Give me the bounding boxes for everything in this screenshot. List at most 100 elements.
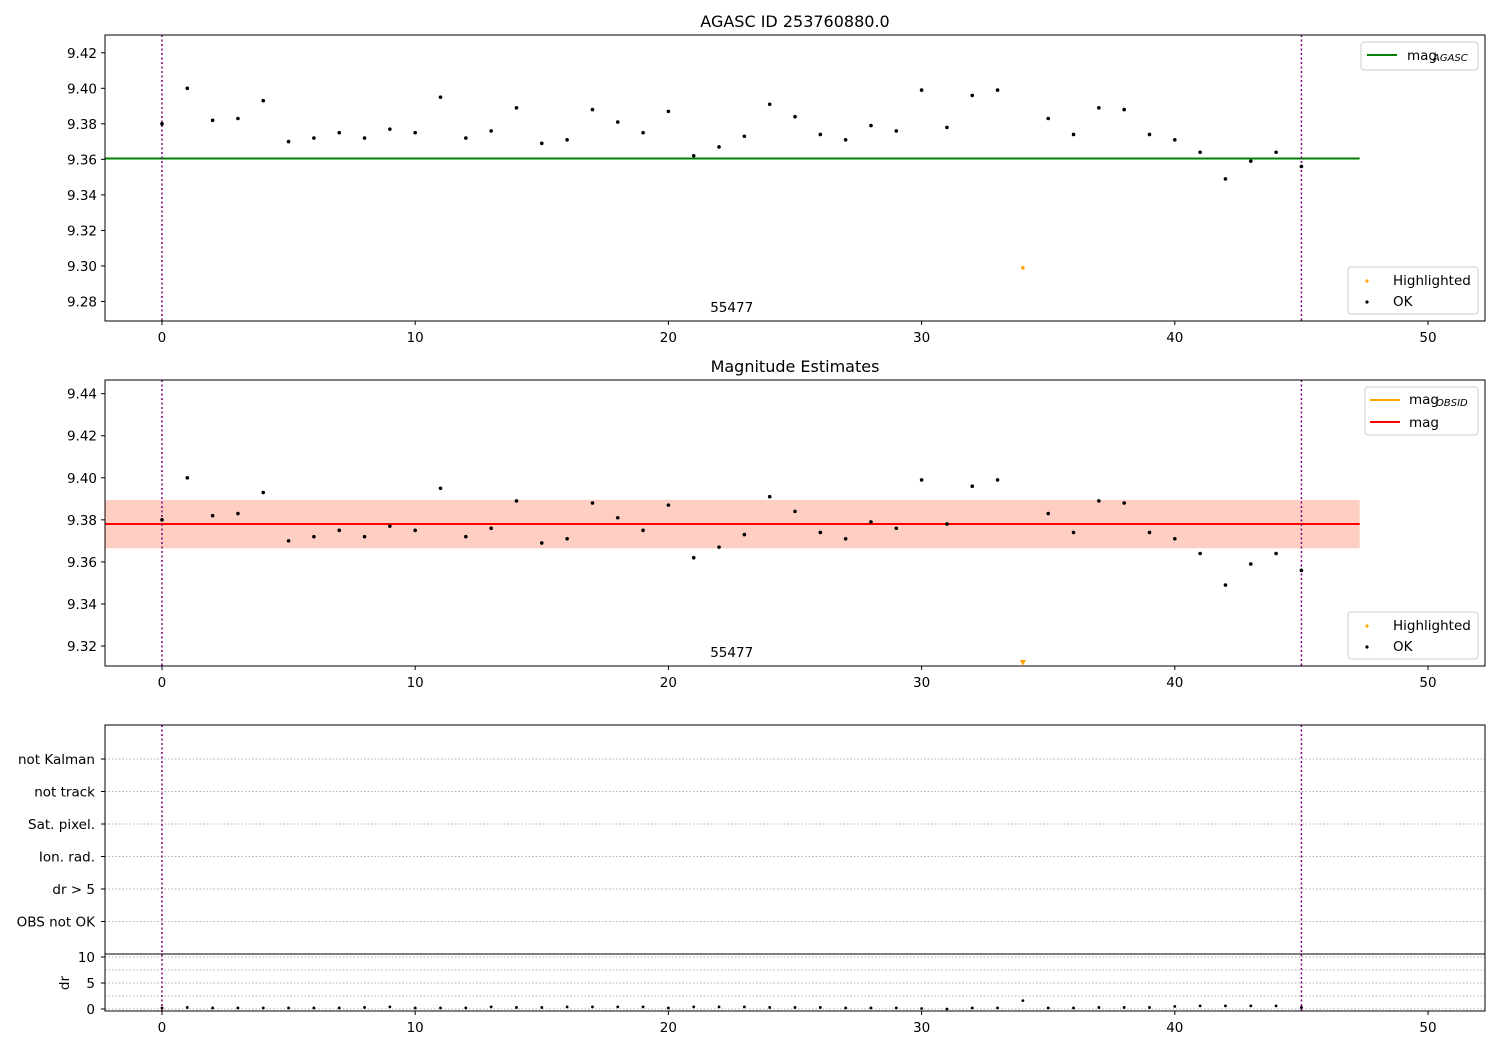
ok-point xyxy=(691,555,696,560)
estimates-points-legend: Highlighted OK xyxy=(1347,611,1479,660)
flag-label: not track xyxy=(34,785,95,801)
ok-point xyxy=(767,494,772,499)
dr-point xyxy=(996,1006,999,1010)
y-tick-label: 9.38 xyxy=(67,513,97,529)
dr-point xyxy=(692,1005,696,1009)
agasc-panel-frame xyxy=(104,34,1486,322)
y-tick-label: 9.30 xyxy=(67,259,97,275)
y-tick-label: 9.40 xyxy=(67,471,97,487)
y-tick-label: 9.42 xyxy=(67,429,97,445)
dr-point xyxy=(160,1006,164,1010)
dr-point xyxy=(363,1006,366,1009)
ok-point xyxy=(1299,568,1304,573)
ok-point xyxy=(160,518,164,522)
legend-highlighted-label: Highlighted xyxy=(1393,618,1471,634)
legend-swatch-ok xyxy=(1365,300,1369,304)
ok-point xyxy=(1299,164,1304,169)
ok-point xyxy=(1097,106,1101,110)
ok-point xyxy=(489,526,493,531)
ok-point xyxy=(464,136,468,140)
ok-point xyxy=(641,130,645,135)
dr-tick-label: 0 xyxy=(86,1002,95,1018)
dr-point xyxy=(1122,1006,1126,1009)
ok-point xyxy=(210,513,215,518)
ok-point xyxy=(565,536,569,541)
ok-point xyxy=(261,490,266,495)
x-tick-label: 40 xyxy=(1166,330,1183,346)
ok-point xyxy=(185,86,190,91)
dr-point xyxy=(818,1006,822,1009)
y-tick-label: 9.38 xyxy=(67,117,97,133)
dr-point xyxy=(261,1006,265,1010)
ok-point xyxy=(894,129,899,133)
dr-point xyxy=(287,1006,290,1010)
flag-label: Ion. rad. xyxy=(39,850,95,866)
y-tick-label: 9.32 xyxy=(67,639,97,655)
ok-point xyxy=(843,138,848,142)
dr-point xyxy=(1046,1006,1050,1010)
ok-point xyxy=(413,130,417,135)
ok-point xyxy=(312,534,316,539)
ok-point xyxy=(1223,177,1228,181)
legend-mag-obsid-subscript: OBSID xyxy=(1436,398,1468,409)
ok-point xyxy=(413,528,417,533)
y-tick-label: 9.42 xyxy=(67,46,97,62)
dr-point xyxy=(439,1006,442,1010)
ok-point xyxy=(970,93,975,98)
x-tick-label: 20 xyxy=(660,1020,677,1036)
estimates-panel-frame xyxy=(104,379,1486,667)
ok-point xyxy=(742,532,747,537)
dr-point xyxy=(211,1006,215,1010)
x-tick-label: 50 xyxy=(1419,1020,1436,1036)
legend-ok-label: OK xyxy=(1393,639,1414,655)
dr-point xyxy=(337,1006,341,1010)
dr-point xyxy=(666,1006,670,1010)
dr-point xyxy=(1097,1006,1101,1009)
ok-point xyxy=(818,530,823,535)
ok-point xyxy=(1248,562,1253,566)
y-tick-label: 9.32 xyxy=(67,223,97,239)
ok-point xyxy=(919,88,924,92)
dr-point xyxy=(920,1007,924,1010)
dr-point xyxy=(844,1006,848,1010)
x-tick-label: 30 xyxy=(913,1020,930,1036)
ok-point xyxy=(995,88,1000,92)
ok-point xyxy=(210,118,215,123)
x-tick-label: 50 xyxy=(1419,330,1436,346)
legend-mag-label: mag xyxy=(1409,415,1439,431)
ok-point xyxy=(1071,132,1076,137)
ok-point xyxy=(615,120,620,124)
dr-point xyxy=(464,1006,468,1010)
ok-point xyxy=(1248,159,1253,163)
ok-point xyxy=(1071,530,1076,535)
dr-point xyxy=(388,1005,392,1009)
ok-point xyxy=(717,145,721,149)
y-tick-label: 9.40 xyxy=(67,81,97,97)
dr-point xyxy=(1021,999,1025,1003)
x-tick-label: 10 xyxy=(407,330,424,346)
ok-point xyxy=(1198,150,1202,155)
agasc-points-legend: Highlighted OK xyxy=(1347,266,1479,315)
x-tick-label: 50 xyxy=(1419,675,1436,691)
ok-point xyxy=(514,499,519,503)
y-tick-label: 9.34 xyxy=(67,188,97,204)
y-tick-label: 9.44 xyxy=(67,387,97,403)
ok-point xyxy=(691,153,696,158)
ok-point xyxy=(337,528,342,533)
dr-point xyxy=(641,1005,645,1009)
ok-point xyxy=(1122,501,1126,505)
ok-point xyxy=(590,501,595,505)
dr-point xyxy=(1249,1004,1253,1008)
dr-point xyxy=(717,1005,721,1009)
legend-ok-label: OK xyxy=(1393,294,1414,310)
dr-point xyxy=(1224,1004,1227,1008)
dr-point xyxy=(565,1005,569,1009)
ok-point xyxy=(1046,116,1051,121)
legend-highlighted-label: Highlighted xyxy=(1393,273,1471,289)
dr-point xyxy=(945,1007,949,1011)
ok-point xyxy=(337,130,342,135)
ok-point xyxy=(438,95,443,99)
dr-point xyxy=(793,1006,797,1009)
estimates-line-legend: mag OBSID mag xyxy=(1364,386,1479,436)
